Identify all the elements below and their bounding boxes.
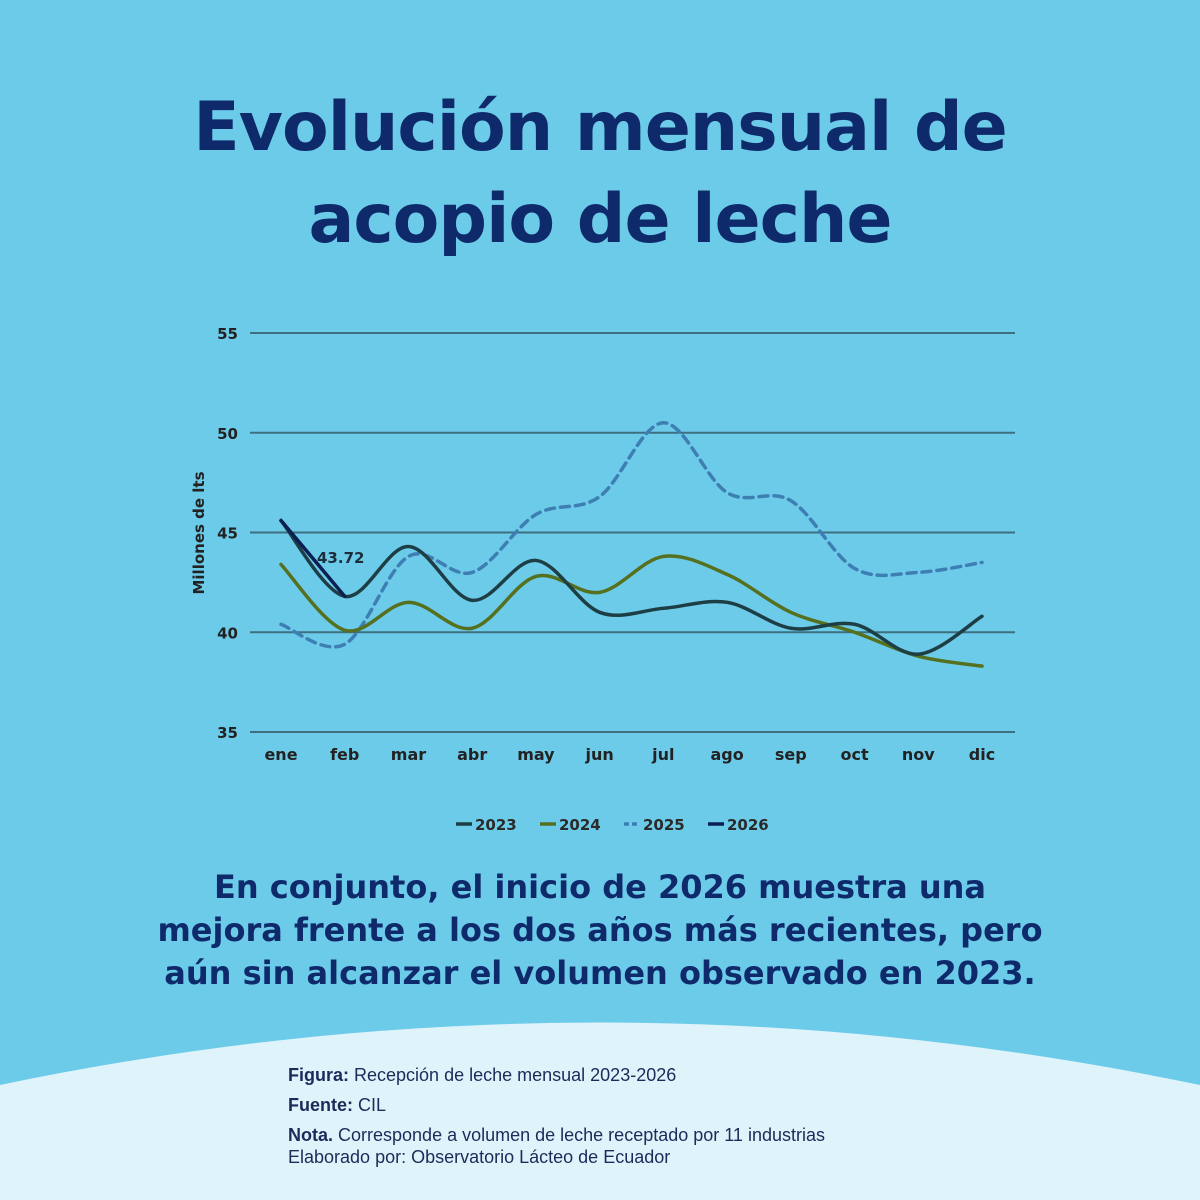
series-line-2023: [279, 518, 984, 656]
note-caption: Nota. Corresponde a volumen de leche rec…: [288, 1124, 825, 1146]
chart-legend: 2023 2024 2025 2026: [456, 816, 769, 834]
x-tick-label: feb: [330, 745, 359, 764]
x-tick-label: jul: [651, 745, 674, 764]
title-line-2: acopio de leche: [308, 180, 892, 259]
source-caption: Fuente: CIL: [288, 1094, 825, 1116]
x-tick-label: jun: [585, 745, 614, 764]
legend-label-2026: 2026: [727, 816, 769, 834]
page-title: Evolución mensual de acopio de leche: [0, 82, 1200, 266]
y-axis-label: Millones de lts: [190, 471, 208, 594]
x-tick-label: abr: [457, 745, 487, 764]
figure-label: Figura:: [288, 1065, 349, 1085]
data-label: 43.72: [317, 549, 364, 567]
summary-text: En conjunto, el inicio de 2026 muestra u…: [100, 866, 1100, 995]
source-label: Fuente:: [288, 1095, 353, 1115]
x-tick-label: ene: [264, 745, 297, 764]
y-tick-label: 55: [217, 325, 238, 343]
series-line-2025: [279, 421, 984, 649]
x-tick-label: mar: [391, 745, 426, 764]
summary-line-2: mejora frente a los dos años más recient…: [157, 911, 1043, 949]
y-tick-label: 35: [217, 724, 238, 742]
x-tick-label: oct: [840, 745, 868, 764]
summary-line-3: aún sin alcanzar el volumen observado en…: [164, 954, 1036, 992]
figure-notes: Figura: Recepción de leche mensual 2023-…: [288, 1064, 825, 1168]
author-caption: Elaborado por: Observatorio Lácteo de Ec…: [288, 1147, 671, 1167]
y-tick-label: 40: [217, 624, 238, 642]
y-tick-label: 45: [217, 525, 238, 543]
source-text: CIL: [358, 1095, 387, 1115]
title-line-1: Evolución mensual de: [193, 88, 1008, 167]
x-tick-label: ago: [710, 745, 743, 764]
x-tick-label: nov: [902, 745, 935, 764]
series-line-2024: [279, 554, 984, 668]
figure-text: Recepción de leche mensual 2023-2026: [354, 1065, 677, 1085]
figure-caption: Figura: Recepción de leche mensual 2023-…: [288, 1064, 825, 1086]
y-axis-ticks: 35 40 45 50 55: [217, 325, 238, 742]
x-tick-label: dic: [969, 745, 995, 764]
summary-line-1: En conjunto, el inicio de 2026 muestra u…: [213, 868, 986, 906]
x-tick-label: sep: [775, 745, 807, 764]
legend-label-2024: 2024: [559, 816, 601, 834]
note-label: Nota.: [288, 1125, 333, 1145]
x-axis-ticks: ene feb mar abr may jun jul ago sep oct nov dic: [264, 745, 995, 764]
series-line-2026: [279, 518, 347, 599]
y-tick-label: 50: [217, 425, 238, 443]
chart-annotations: 43.72: [317, 549, 364, 567]
legend-label-2025: 2025: [643, 816, 685, 834]
chart-gridlines: [250, 332, 1015, 733]
x-tick-label: may: [517, 745, 555, 764]
legend-label-2023: 2023: [475, 816, 517, 834]
note-text: Corresponde a volumen de leche receptado…: [338, 1125, 825, 1145]
chart-series: [279, 421, 984, 668]
